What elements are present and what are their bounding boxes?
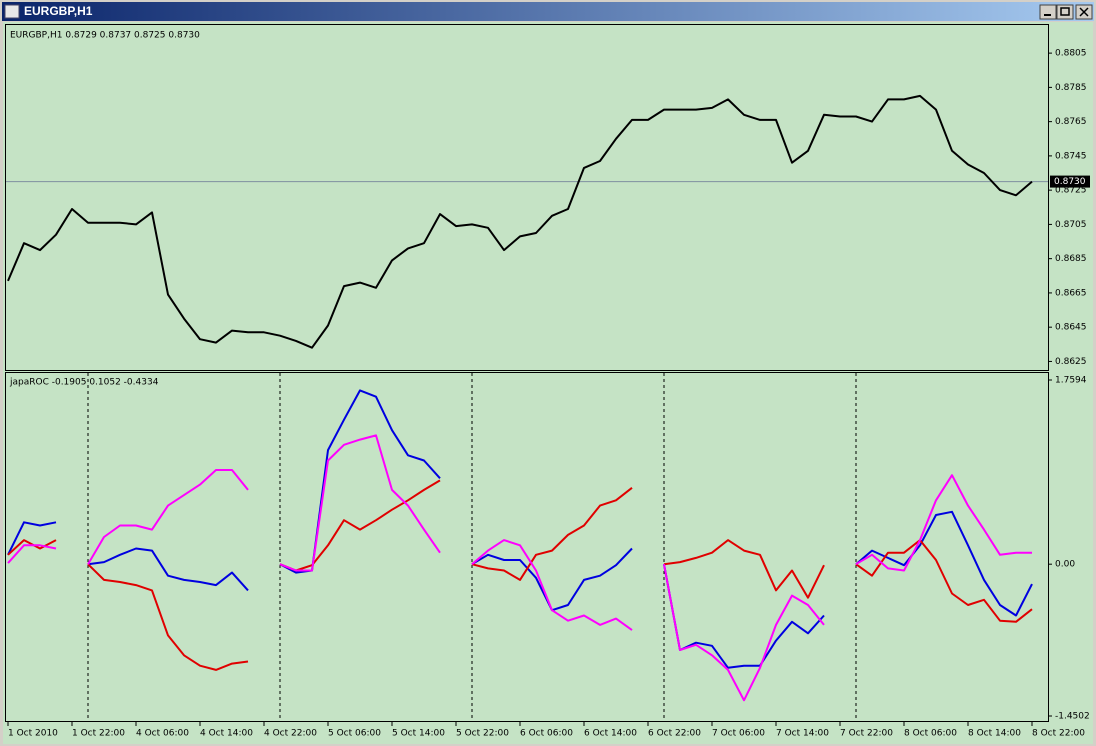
y-tick-label: 0.8765	[1055, 117, 1087, 127]
x-tick-label: 1 Oct 22:00	[72, 729, 125, 739]
x-tick-label: 4 Oct 06:00	[136, 729, 189, 739]
x-tick-label: 4 Oct 22:00	[264, 729, 317, 739]
maximize-glyph	[1060, 7, 1070, 16]
x-tick-label: 6 Oct 22:00	[648, 729, 701, 739]
price-pane	[5, 24, 1049, 371]
indicator-header: japaROC -0.1905 0.1052 -0.4334	[9, 378, 159, 388]
x-tick-label: 7 Oct 14:00	[776, 729, 829, 739]
minimize-button[interactable]	[1039, 4, 1057, 20]
y-tick-label: 0.8625	[1055, 357, 1087, 367]
y-tick-label: 0.8665	[1055, 288, 1087, 298]
y-tick-label: 0.8725	[1055, 186, 1087, 196]
x-tick-label: 5 Oct 22:00	[456, 729, 509, 739]
plot-layer: 0.8805 0.8785 0.8765 0.8745 0.8725 0.8705 0.86…	[6, 49, 1090, 739]
maximize-button[interactable]	[1056, 4, 1074, 20]
indicator-pane	[5, 372, 1049, 722]
y-tick-label: 1.7594	[1055, 376, 1087, 386]
y-tick-label: 0.8805	[1055, 49, 1087, 59]
x-tick-label: 6 Oct 14:00	[584, 729, 637, 739]
title-bar	[2, 2, 1094, 21]
series-line	[7, 434, 1032, 702]
x-tick-label: 5 Oct 14:00	[392, 729, 445, 739]
x-tick-label: 7 Oct 06:00	[712, 729, 765, 739]
y-tick-label: 0.8705	[1055, 220, 1087, 230]
window-buttons	[1039, 4, 1093, 20]
x-tick-label: 7 Oct 22:00	[840, 729, 893, 739]
x-tick-label: 1 Oct 2010	[8, 729, 58, 739]
window-icon	[4, 4, 20, 19]
x-tick-label: 8 Oct 22:00	[1032, 729, 1085, 739]
last-price-label: 0.8730	[1054, 177, 1086, 187]
y-tick-label: 0.8785	[1055, 83, 1087, 93]
x-tick-label: 4 Oct 14:00	[200, 729, 253, 739]
y-tick-label: 0.8685	[1055, 254, 1087, 264]
y-tick-label: 0.8645	[1055, 323, 1087, 333]
chart-area	[3, 22, 1093, 744]
x-tick-label: 8 Oct 06:00	[904, 729, 957, 739]
window-title: EURGBP,H1	[24, 4, 93, 18]
x-tick-label: 8 Oct 14:00	[968, 729, 1021, 739]
y-tick-label: 0.8745	[1055, 151, 1087, 161]
close-glyph	[1079, 7, 1089, 17]
x-tick-label: 5 Oct 06:00	[328, 729, 381, 739]
last-price-box	[1050, 175, 1090, 188]
y-tick-label: -1.4502	[1055, 712, 1090, 722]
series-line	[7, 94, 1033, 349]
price-header: EURGBP,H1 0.8729 0.8737 0.8725 0.8730	[10, 31, 200, 41]
x-tick-label: 6 Oct 06:00	[520, 729, 573, 739]
y-tick-label: 0.00	[1055, 560, 1075, 570]
